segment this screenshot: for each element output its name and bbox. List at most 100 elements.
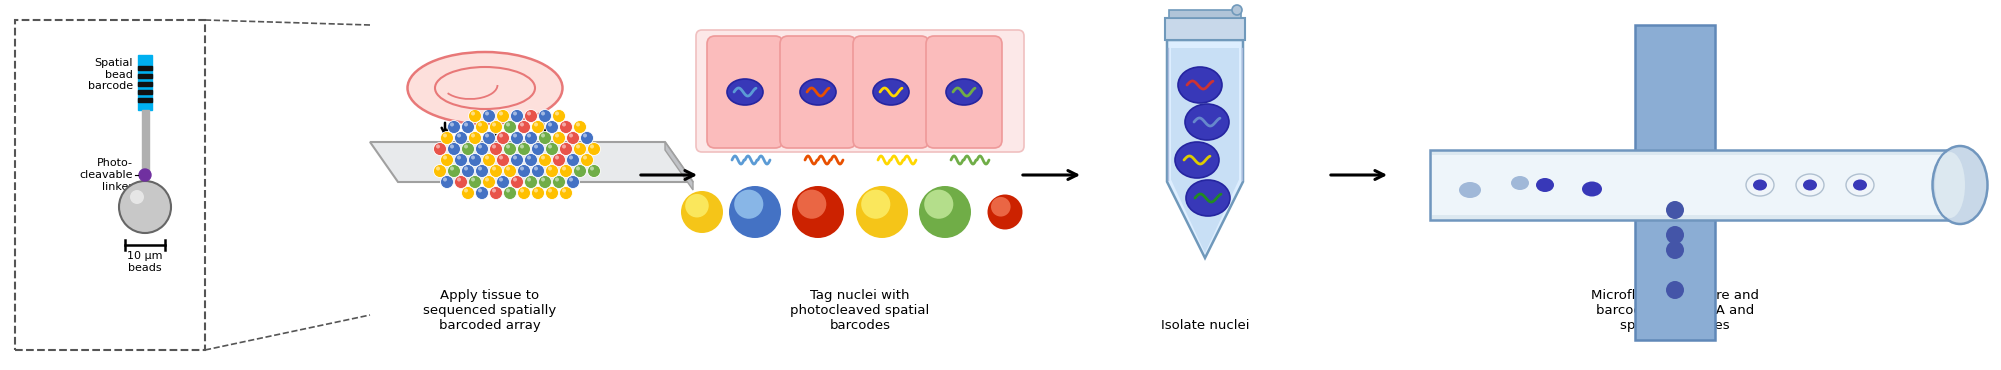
Circle shape — [454, 131, 468, 145]
Circle shape — [526, 155, 530, 159]
Circle shape — [856, 186, 908, 238]
Circle shape — [484, 134, 488, 138]
Circle shape — [492, 188, 496, 192]
Circle shape — [540, 178, 544, 182]
Circle shape — [588, 142, 600, 155]
Circle shape — [560, 186, 572, 199]
Circle shape — [490, 165, 502, 178]
Polygon shape — [664, 142, 692, 190]
Circle shape — [470, 111, 474, 115]
Circle shape — [448, 142, 460, 155]
Circle shape — [462, 165, 474, 178]
Circle shape — [520, 145, 524, 148]
Circle shape — [498, 155, 502, 159]
Circle shape — [130, 190, 144, 204]
Circle shape — [482, 154, 496, 166]
Circle shape — [680, 191, 722, 233]
Circle shape — [506, 122, 510, 127]
Circle shape — [566, 175, 580, 188]
Circle shape — [478, 145, 482, 148]
Circle shape — [450, 145, 454, 148]
Circle shape — [492, 145, 496, 148]
Circle shape — [546, 142, 558, 155]
Circle shape — [456, 155, 460, 159]
Circle shape — [510, 110, 524, 122]
Circle shape — [492, 122, 496, 127]
Circle shape — [540, 134, 544, 138]
Circle shape — [582, 134, 586, 138]
FancyBboxPatch shape — [696, 30, 1025, 152]
Circle shape — [506, 188, 510, 192]
Circle shape — [524, 131, 538, 145]
Circle shape — [580, 154, 594, 166]
Ellipse shape — [1175, 142, 1219, 178]
Bar — [1635, 25, 1715, 340]
Circle shape — [440, 154, 454, 166]
Circle shape — [440, 175, 454, 188]
Bar — [142, 110, 148, 175]
Circle shape — [524, 110, 538, 122]
FancyBboxPatch shape — [926, 36, 1003, 148]
Circle shape — [478, 166, 482, 171]
Circle shape — [478, 188, 482, 192]
Circle shape — [552, 154, 566, 166]
Circle shape — [498, 111, 502, 115]
Circle shape — [512, 111, 516, 115]
Circle shape — [442, 134, 446, 138]
Circle shape — [482, 175, 496, 188]
Text: Apply tissue to
sequenced spatially
barcoded array: Apply tissue to sequenced spatially barc… — [424, 289, 556, 332]
Circle shape — [548, 122, 552, 127]
Circle shape — [454, 175, 468, 188]
Circle shape — [560, 121, 572, 134]
Text: Tag nuclei with
photocleaved spatial
barcodes: Tag nuclei with photocleaved spatial bar… — [790, 289, 930, 332]
Ellipse shape — [1185, 104, 1229, 140]
Circle shape — [462, 186, 474, 199]
Circle shape — [590, 145, 594, 148]
Ellipse shape — [1537, 178, 1555, 192]
Circle shape — [436, 145, 440, 148]
FancyBboxPatch shape — [780, 36, 856, 148]
Circle shape — [520, 188, 524, 192]
Circle shape — [526, 111, 530, 115]
Circle shape — [496, 131, 510, 145]
Circle shape — [524, 175, 538, 188]
Circle shape — [546, 186, 558, 199]
Circle shape — [510, 154, 524, 166]
Circle shape — [548, 166, 552, 171]
Circle shape — [534, 145, 538, 148]
Ellipse shape — [1459, 182, 1481, 198]
Circle shape — [574, 165, 586, 178]
Circle shape — [576, 122, 580, 127]
Text: 10 μm
beads: 10 μm beads — [128, 251, 162, 273]
Circle shape — [860, 190, 890, 219]
Circle shape — [552, 110, 566, 122]
Circle shape — [562, 188, 566, 192]
Circle shape — [482, 131, 496, 145]
Circle shape — [532, 165, 544, 178]
Circle shape — [924, 190, 952, 219]
Ellipse shape — [1179, 67, 1223, 103]
Circle shape — [498, 134, 502, 138]
Circle shape — [590, 166, 594, 171]
Circle shape — [540, 155, 544, 159]
Circle shape — [450, 166, 454, 171]
Circle shape — [484, 155, 488, 159]
Circle shape — [482, 110, 496, 122]
Circle shape — [518, 186, 530, 199]
Bar — [138, 66, 152, 70]
Circle shape — [566, 131, 580, 145]
Circle shape — [568, 178, 572, 182]
Ellipse shape — [1511, 176, 1529, 190]
Circle shape — [988, 195, 1023, 229]
Circle shape — [548, 145, 552, 148]
Circle shape — [484, 111, 488, 115]
Circle shape — [462, 121, 474, 134]
Circle shape — [538, 154, 552, 166]
Circle shape — [436, 166, 440, 171]
Circle shape — [434, 165, 446, 178]
Circle shape — [546, 165, 558, 178]
Ellipse shape — [946, 79, 982, 105]
Circle shape — [538, 110, 552, 122]
Circle shape — [792, 186, 844, 238]
Circle shape — [478, 122, 482, 127]
